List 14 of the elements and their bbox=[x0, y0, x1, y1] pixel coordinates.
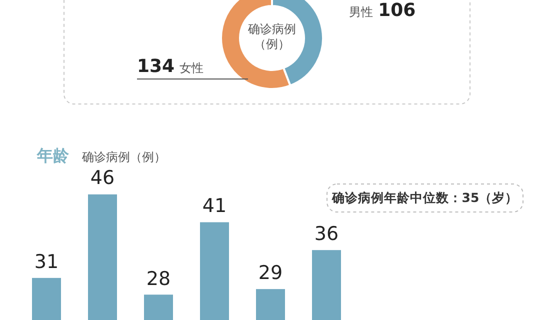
data-label: 41 bbox=[201, 195, 228, 218]
annotation: 确诊病例年龄中位数：35（岁） bbox=[330, 190, 520, 207]
slice-label: 女性 bbox=[180, 61, 204, 75]
chart-title: 年龄 bbox=[37, 146, 69, 167]
data-label: 106 bbox=[378, 0, 416, 21]
y-axis-title: 确诊病例（例） bbox=[82, 149, 166, 166]
data-label: 36 bbox=[313, 223, 340, 246]
data-label: 28 bbox=[145, 268, 172, 290]
data-label: 134 bbox=[137, 56, 175, 77]
text: 确诊病例（例） bbox=[247, 22, 297, 52]
data-label: 31 bbox=[33, 250, 60, 273]
slice-label: 男性 bbox=[349, 5, 373, 19]
data-label: 46 bbox=[89, 167, 116, 190]
data-label: 29 bbox=[257, 262, 284, 284]
